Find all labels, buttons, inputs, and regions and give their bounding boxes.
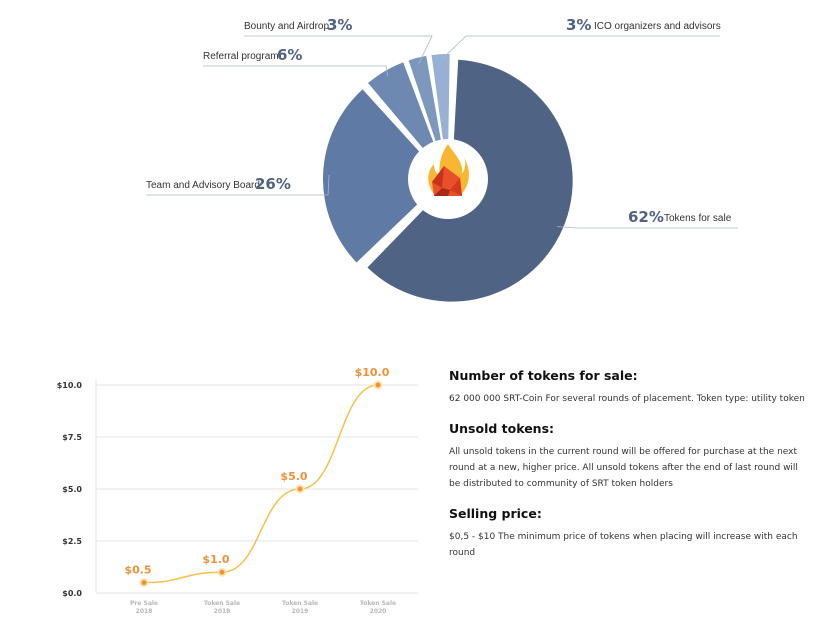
- pie-slice-percent: 6%: [277, 46, 302, 64]
- pie-slice-percent: 62%: [628, 208, 664, 226]
- price-point: [219, 569, 225, 575]
- token-price-line-chart: $0.0$2.5$5.0$7.5$10.0 Pre Sale2018Token …: [57, 366, 418, 615]
- token-info-panel: Number of tokens for sale: 62 000 000 SR…: [449, 368, 809, 575]
- price-data-label: $1.0: [202, 553, 229, 566]
- y-tick-label: $7.5: [62, 433, 82, 442]
- y-tick-label: $0.0: [62, 589, 82, 598]
- x-tick-label: 2018: [214, 608, 231, 615]
- selling-price-text: $0,5 - $10 The minimum price of tokens w…: [449, 532, 798, 558]
- pie-leader-line: [557, 226, 738, 229]
- flame-logo-icon: [428, 144, 469, 196]
- x-tick-label: 2020: [370, 608, 387, 615]
- x-tick-label: 2018: [136, 608, 153, 615]
- unsold-tokens-heading: Unsold tokens:: [449, 421, 555, 436]
- pie-leader-line: [440, 35, 720, 61]
- price-point: [375, 382, 381, 388]
- pie-leader-line: [146, 174, 330, 196]
- x-tick-label: 2019: [292, 608, 309, 615]
- selling-price-heading: Selling price:: [449, 506, 542, 521]
- price-data-label: $5.0: [280, 470, 307, 483]
- x-tick-label: Token Sale: [360, 600, 396, 607]
- unsold-tokens-text: All unsold tokens in the current round w…: [449, 447, 798, 489]
- pie-slice-label: Tokens for sale: [664, 213, 732, 224]
- pie-slice-label: Bounty and Airdrop: [244, 21, 329, 32]
- pie-slice-percent: 26%: [255, 175, 291, 193]
- pie-slice-percent: 3%: [327, 16, 352, 34]
- token-distribution-pie-chart: 62% Tokens for sale Team and Advisory Boar…: [146, 16, 738, 302]
- y-tick-label: $2.5: [62, 537, 82, 546]
- pie-slice-label: Referral program: [203, 51, 279, 62]
- price-data-label: $0.5: [124, 564, 151, 577]
- y-tick-label: $5.0: [62, 485, 82, 494]
- y-tick-label: $10.0: [57, 381, 83, 390]
- price-series-line: [143, 384, 379, 584]
- x-tick-label: Pre Sale: [130, 600, 158, 607]
- price-point: [297, 486, 303, 492]
- tokens-for-sale-heading: Number of tokens for sale:: [449, 368, 638, 383]
- pie-slice-percent: 3%: [566, 16, 591, 34]
- pie-leader-line: [244, 35, 433, 64]
- price-data-label: $10.0: [355, 366, 390, 379]
- price-point: [141, 580, 147, 586]
- pie-slice-label: Team and Advisory Board: [146, 180, 260, 191]
- x-tick-label: Token Sale: [282, 600, 318, 607]
- tokens-for-sale-text: 62 000 000 SRT-Coin For several rounds o…: [449, 394, 805, 404]
- x-tick-label: Token Sale: [204, 600, 240, 607]
- pie-slice: [323, 89, 445, 263]
- pie-leader-line: [203, 65, 389, 77]
- pie-slice-label: ICO organizers and advisors: [594, 21, 721, 32]
